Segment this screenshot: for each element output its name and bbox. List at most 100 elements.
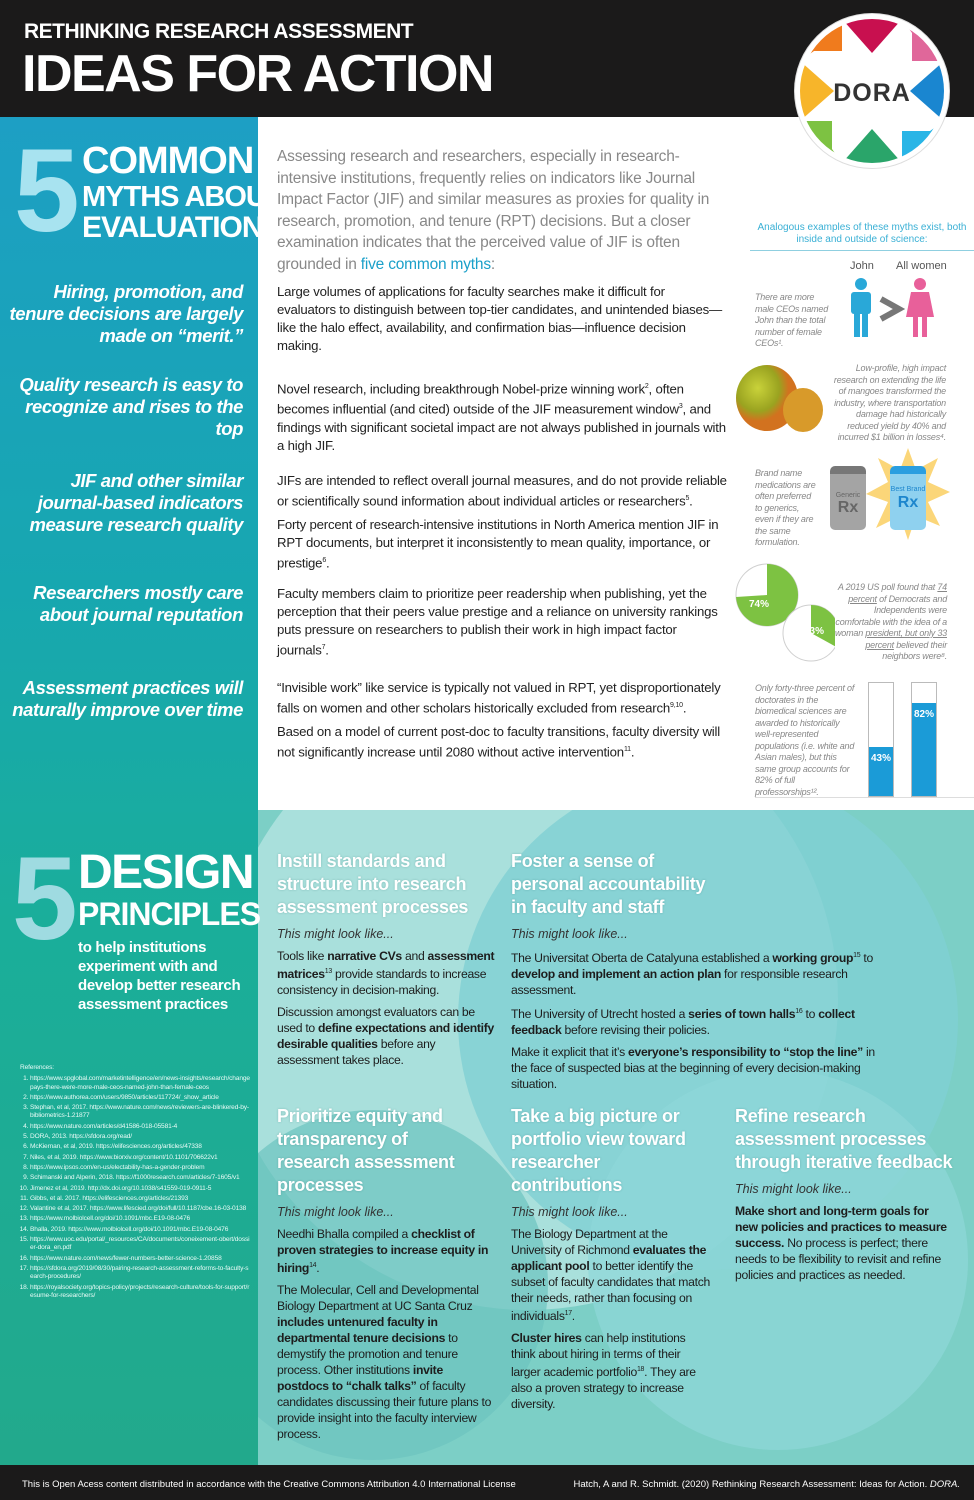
text: A 2019 US poll found that: [837, 582, 938, 592]
paragraph: Make short and long-term goals for new p…: [735, 1203, 950, 1283]
reference-item: https://www.nature.com/articles/d41586-0…: [30, 1123, 250, 1131]
paragraph: Discussion amongst evaluators can be use…: [277, 1004, 497, 1068]
text-segment: Novel research, including breakthrough N…: [277, 381, 645, 397]
text-segment: everyone’s responsibility to “stop the l…: [627, 1045, 863, 1060]
pie-label: 33%: [804, 626, 824, 637]
text-segment: to: [802, 1007, 819, 1022]
paragraph: JIFs are intended to reflect overall jou…: [277, 472, 729, 510]
text-segment: to: [860, 951, 873, 966]
brand-label: Best Brand: [890, 486, 926, 493]
text-segment: Discussion amongst evaluators can be use…: [277, 1005, 475, 1036]
pie-label: 74%: [749, 599, 769, 610]
dora-logo: DORA: [795, 14, 949, 168]
design-background: [258, 810, 974, 1465]
text: of Democrats and Independents were comfo…: [835, 593, 947, 639]
principle-body: Make short and long-term goals for new p…: [735, 1203, 950, 1283]
text-segment: .: [316, 1261, 320, 1276]
text-segment: checklist of proven strategies to increa…: [277, 1227, 489, 1276]
bars-note: Only forty-three percent of doctorates i…: [755, 683, 855, 797]
text-segment: Large volumes of applications for facult…: [277, 284, 722, 353]
reference-item: Bhalla, 2019. https://www.molbiolcell.or…: [30, 1226, 250, 1234]
paragraph: Make it explicit that it’s everyone’s re…: [511, 1044, 891, 1092]
text-segment: The University of Utrecht hosted a: [511, 1007, 689, 1022]
heading-line: EVALUATION: [82, 211, 264, 245]
myth-body: Large volumes of applications for facult…: [277, 283, 727, 355]
paragraph: The Molecular, Cell and Developmental Bi…: [277, 1282, 495, 1442]
text-segment: The Universitat Oberta de Catalyuna esta…: [511, 951, 773, 966]
myth-title: Hiring, promotion, and tenure decisions …: [9, 281, 243, 346]
text-segment: 7: [321, 644, 326, 651]
rx-label: Rx: [837, 499, 859, 516]
text-segment: JIFs are intended to reflect overall jou…: [277, 473, 727, 509]
principle-title: Prioritize equity and transparency of re…: [277, 1106, 455, 1195]
paragraph: Large volumes of applications for facult…: [277, 283, 727, 355]
text-segment: Make it explicit that it’s: [511, 1045, 628, 1060]
design-principle: Prioritize equity and transparency of re…: [277, 1105, 495, 1442]
text-segment: No process is perfect; there needs to be…: [735, 1236, 941, 1282]
text-segment: to demystify the promotion and tenure pr…: [277, 1331, 458, 1378]
paragraph: The Universitat Oberta de Catalyuna esta…: [511, 948, 891, 998]
mangoes-note: Low-profile, high impact research on ext…: [833, 363, 946, 442]
pie-slice: [736, 564, 798, 626]
heading-line: DESIGN: [78, 846, 255, 899]
paragraph: Tools like narrative CVs and assessment …: [277, 948, 497, 998]
generic-label: Generic: [835, 492, 861, 499]
text-segment: of faculty candidates discussing their f…: [277, 1379, 492, 1442]
text-segment: .: [325, 642, 329, 658]
kicker: RETHINKING RESEARCH ASSESSMENT: [24, 20, 414, 43]
text-segment: Forty percent of research-intensive inst…: [277, 517, 719, 571]
john-note: There are more male CEOs named John than…: [755, 292, 829, 348]
design-principle: Take a big picture or portfolio view tow…: [511, 1105, 711, 1412]
text-segment: develop and implement an action plan: [511, 967, 721, 982]
professorship-bars: 43% 82%: [868, 682, 948, 797]
principle-body: The Biology Department at the University…: [511, 1226, 711, 1412]
text-segment: invite postdocs to “chalk talks”: [277, 1363, 443, 1394]
might-look-like: This might look like...: [511, 927, 628, 941]
might-look-like: This might look like...: [277, 1205, 394, 1219]
text-segment: 9,10: [670, 702, 683, 709]
text-segment: in the face of suspected bias at the beg…: [511, 1045, 875, 1092]
references: References: https://www.spglobal.com/mar…: [20, 1064, 250, 1302]
text-segment: . They are also a proven strategy to inc…: [511, 1365, 696, 1412]
text-segment: evaluates the applicant pool: [511, 1243, 707, 1273]
design-heading: DESIGN PRINCIPLES to help institutions e…: [78, 846, 261, 1014]
paragraph: Assessing research and researchers, espe…: [277, 146, 727, 275]
reference-item: DORA, 2013. https://sfdora.org/read/: [30, 1133, 250, 1141]
reference-item: https://sfdora.org/2019/08/30/pairing-re…: [30, 1265, 250, 1282]
paragraph: Faculty members claim to prioritize peer…: [277, 585, 727, 659]
left-panel: [0, 117, 258, 1465]
myth-body: Novel research, including breakthrough N…: [277, 378, 727, 455]
poll-note: A 2019 US poll found that 74 percent of …: [835, 582, 947, 663]
footer: This is Open Acess content distributed i…: [0, 1465, 974, 1500]
principle-title: Foster a sense of personal accountabilit…: [511, 851, 706, 917]
logo-text: DORA: [833, 79, 911, 107]
text-segment: Make short and long-term goals for new p…: [735, 1204, 947, 1250]
text-segment: 16: [795, 1008, 803, 1016]
text-segment: .: [326, 555, 330, 571]
myth-title: JIF and other similar journal-based indi…: [29, 470, 243, 535]
text-segment: series of town halls: [688, 1007, 796, 1022]
text-segment: provide standards to increase consistenc…: [277, 967, 487, 998]
heading-line: PRINCIPLES: [78, 896, 261, 933]
paragraph: Cluster hires can help institutions thin…: [511, 1330, 711, 1412]
text-segment: Faculty members claim to prioritize peer…: [277, 586, 718, 658]
text-segment: Needhi Bhalla compiled a: [277, 1227, 412, 1241]
reference-item: Valantine et al, 2017. https://www.lifes…: [30, 1205, 250, 1213]
text-segment: 18: [636, 1366, 645, 1374]
text-segment: assessment matrices: [277, 949, 495, 982]
text-segment: 3: [678, 403, 683, 411]
text-segment: 2: [644, 383, 649, 390]
reference-item: Stephan, et al, 2017. https://www.nature…: [30, 1104, 250, 1121]
text-segment: , often becomes influential (and cited) …: [277, 381, 684, 417]
paragraph: “Invisible work” like service is typical…: [277, 679, 727, 717]
text-segment: for responsible research assessment.: [511, 967, 848, 998]
text-segment: define expectations and identify desirab…: [277, 1021, 494, 1052]
might-look-like: This might look like...: [511, 1205, 628, 1219]
reference-item: https://www.authorea.com/users/9850/arti…: [30, 1094, 250, 1102]
text-segment: and: [401, 949, 428, 963]
myth-body: “Invisible work” like service is typical…: [277, 679, 727, 762]
text-segment: :: [490, 255, 495, 273]
text-segment: 11: [623, 746, 631, 754]
reference-item: https://www.spglobal.com/marketintellige…: [30, 1075, 250, 1092]
text-segment: 6: [322, 557, 327, 565]
